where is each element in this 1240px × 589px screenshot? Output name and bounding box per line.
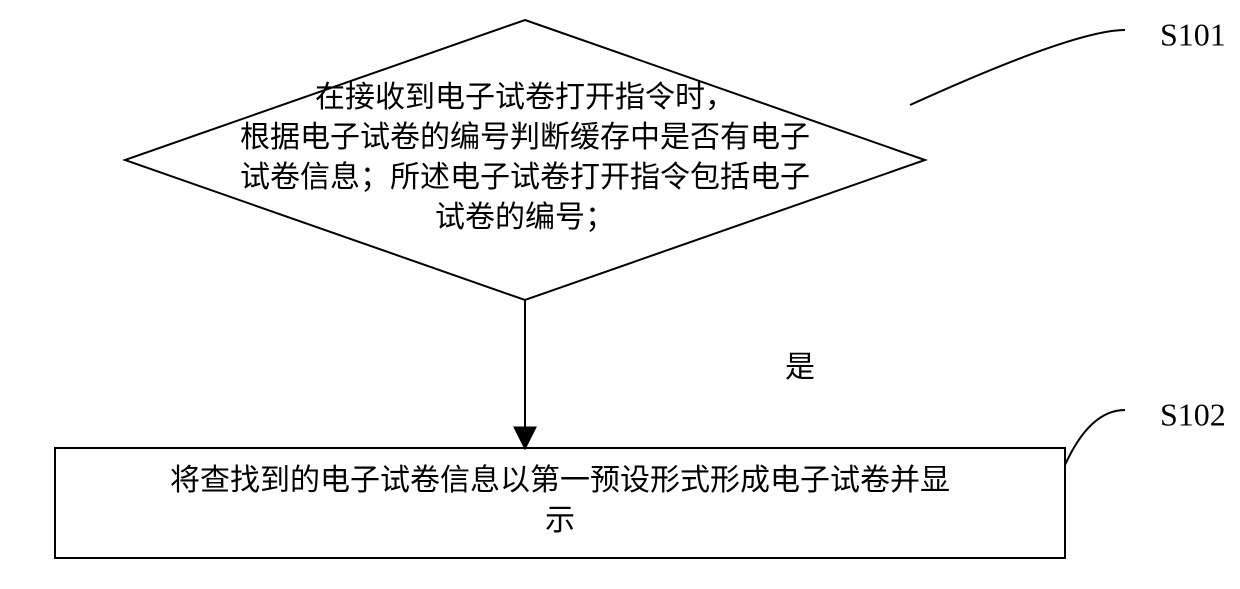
decision-text-line: 试卷的编号；: [435, 201, 615, 234]
edge-yes-label: 是: [785, 351, 815, 384]
decision-text-line: 根据电子试卷的编号判断缓存中是否有电子: [240, 121, 810, 154]
decision-label-leader: [910, 30, 1125, 105]
process-text-line: 将查找到的电子试卷信息以第一预设形式形成电子试卷并显: [170, 464, 950, 497]
process-label-leader: [1065, 410, 1125, 465]
flowchart-canvas: 在接收到电子试卷打开指令时， 根据电子试卷的编号判断缓存中是否有电子试卷信息；所述…: [0, 0, 1240, 589]
decision-text-line: 试卷信息；所述电子试卷打开指令包括电子: [240, 161, 810, 194]
process-text-line: 示: [545, 504, 575, 537]
process-step-label: S102: [1160, 396, 1226, 432]
decision-text-line: 在接收到电子试卷打开指令时，: [315, 81, 735, 114]
decision-step-label: S101: [1160, 16, 1226, 52]
